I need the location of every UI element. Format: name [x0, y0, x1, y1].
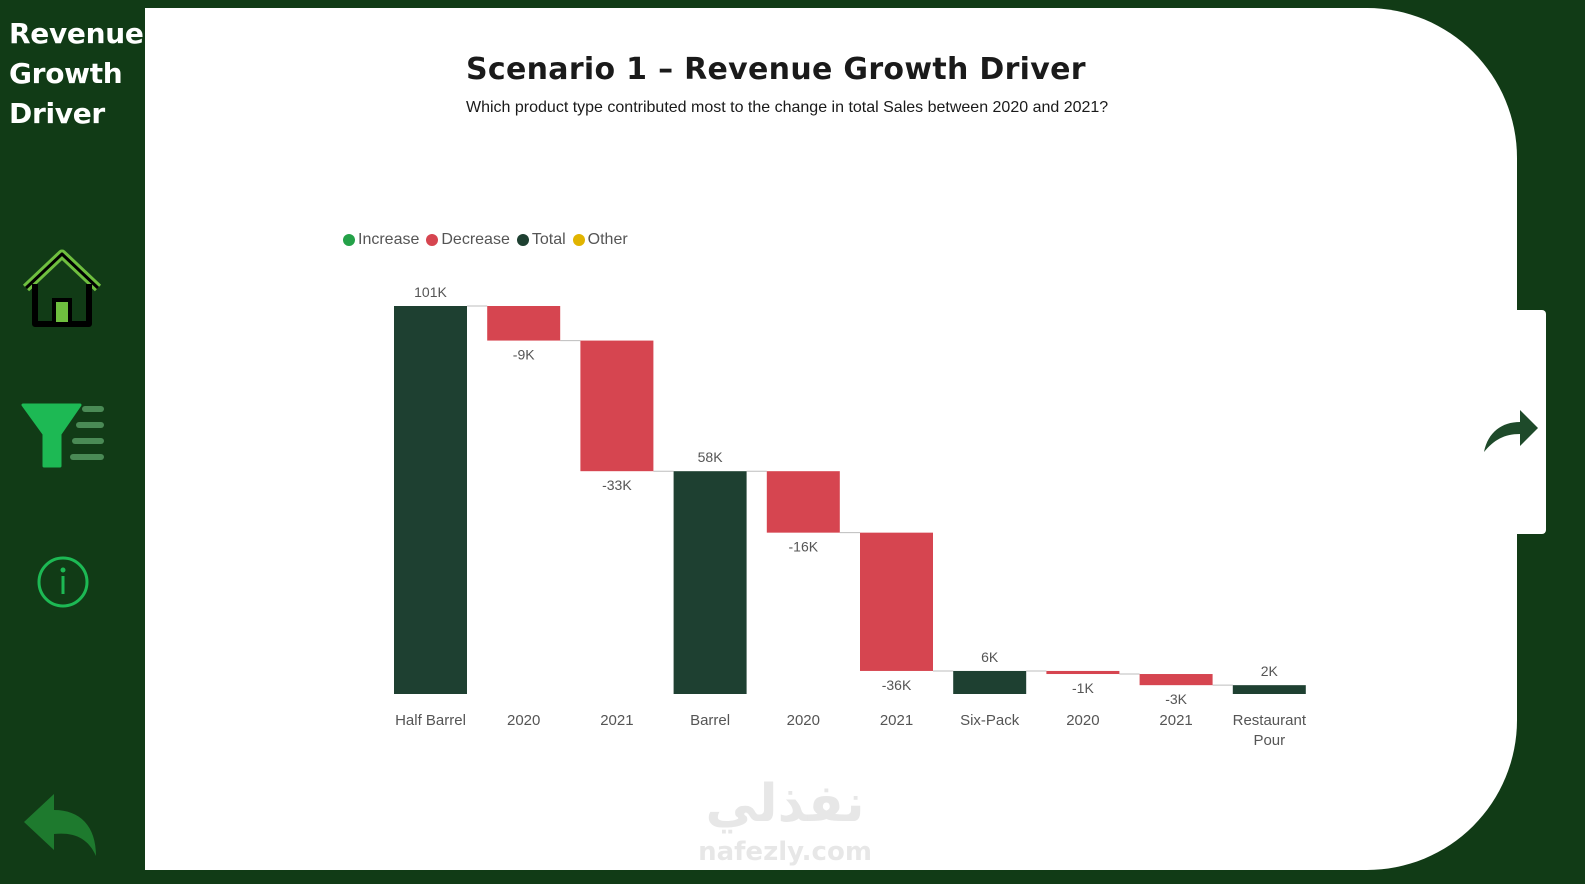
- data-label: -3K: [1165, 691, 1187, 707]
- back-arrow-icon: [22, 790, 100, 860]
- data-label: -33K: [602, 477, 632, 493]
- bar-decrease[interactable]: [766, 471, 840, 533]
- bar-total[interactable]: [1232, 685, 1306, 694]
- legend-label-increase: Increase: [358, 231, 420, 248]
- watermark: نفذلي nafezly.com: [690, 775, 880, 870]
- legend-dot-decrease: [426, 234, 439, 246]
- bar-decrease[interactable]: [1046, 670, 1120, 675]
- page-title: Scenario 1 – Revenue Growth Driver: [466, 52, 1086, 87]
- category-label: 2020: [787, 712, 820, 729]
- bar-decrease[interactable]: [487, 306, 561, 341]
- legend-item-decrease[interactable]: Decrease: [426, 231, 510, 249]
- legend-label-decrease: Decrease: [441, 231, 510, 248]
- bar-decrease[interactable]: [1139, 674, 1213, 686]
- watermark-latin: nafezly.com: [698, 837, 872, 867]
- category-label: 2021: [600, 712, 633, 729]
- data-label: -36K: [882, 677, 912, 693]
- category-label: 2020: [1066, 712, 1099, 729]
- legend-item-total[interactable]: Total: [516, 231, 566, 249]
- data-label: 2K: [1261, 663, 1279, 679]
- bar-decrease[interactable]: [580, 340, 654, 472]
- bar-total[interactable]: [673, 471, 747, 694]
- filter-list-icon: [20, 402, 110, 472]
- filter-button[interactable]: [20, 402, 110, 472]
- legend-label-other: Other: [587, 231, 628, 248]
- data-label: -1K: [1072, 680, 1094, 696]
- category-label: Barrel: [690, 712, 730, 729]
- forward-arrow-icon: [1482, 410, 1542, 458]
- report-canvas: [145, 8, 1517, 870]
- bar-decrease[interactable]: [860, 532, 933, 671]
- data-label: -9K: [513, 347, 535, 363]
- chart-legend: Increase Decrease Total Other: [343, 231, 628, 249]
- info-button[interactable]: [36, 555, 90, 609]
- legend-label-total: Total: [531, 231, 566, 248]
- app-title: Revenue Growth Driver: [9, 17, 144, 130]
- legend-item-increase[interactable]: Increase: [343, 231, 419, 249]
- category-label: 2021: [880, 712, 913, 729]
- page-subtitle: Which product type contributed most to t…: [466, 99, 1109, 116]
- legend-item-other[interactable]: Other: [572, 231, 628, 249]
- watermark-arabic: نفذلي: [705, 774, 865, 834]
- legend-dot-other: [572, 234, 585, 246]
- data-label: 6K: [981, 649, 999, 665]
- data-label: 101K: [414, 284, 447, 300]
- next-page-button[interactable]: [1482, 406, 1542, 459]
- bar-total[interactable]: [394, 306, 467, 694]
- category-label: Restaurant: [1233, 712, 1307, 729]
- data-label: -16K: [789, 539, 819, 555]
- category-label: 2020: [507, 712, 540, 729]
- category-label: Six-Pack: [960, 712, 1020, 729]
- side-tab: [1490, 310, 1546, 534]
- category-label: 2021: [1159, 712, 1192, 729]
- info-icon: [36, 555, 90, 609]
- sidebar: Revenue Growth Driver: [0, 0, 145, 884]
- data-label: 58K: [698, 449, 724, 465]
- category-label: Half Barrel: [395, 712, 466, 729]
- bar-total[interactable]: [953, 670, 1027, 694]
- category-label: Pour: [1253, 732, 1285, 749]
- home-icon: [20, 248, 104, 330]
- home-button[interactable]: [20, 248, 104, 330]
- legend-dot-total: [516, 234, 529, 246]
- back-button[interactable]: [22, 790, 100, 860]
- legend-dot-increase: [343, 234, 355, 246]
